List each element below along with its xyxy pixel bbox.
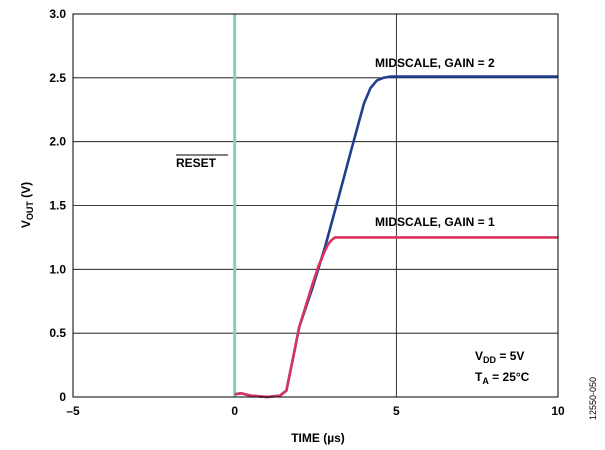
figure-id: 12550-050: [588, 377, 598, 420]
grid-lines: [72, 13, 559, 398]
y-tick-label: 0: [59, 390, 66, 404]
y-tick-label: 2.5: [49, 71, 66, 85]
y-axis-ticks: 0 0.5 1.0 1.5 2.0 2.5 3.0: [49, 7, 66, 404]
y-tick-label: 2.0: [49, 135, 66, 149]
annotation-ta: TA = 25°C: [475, 370, 530, 386]
x-tick-label: 0: [231, 404, 238, 418]
x-tick-label: –5: [66, 404, 80, 418]
annotation-vdd: VDD = 5V: [475, 349, 524, 365]
y-tick-label: 0.5: [49, 326, 66, 340]
plot-frame: [72, 13, 559, 398]
annotation-reset: RESET: [176, 156, 217, 170]
x-tick-label: 10: [551, 404, 565, 418]
y-tick-label: 1.5: [49, 199, 66, 213]
annotation-gain-2: MIDSCALE, GAIN = 2: [375, 56, 495, 70]
y-tick-label: 3.0: [49, 7, 66, 21]
y-tick-label: 1.0: [49, 262, 66, 276]
x-tick-label: 5: [393, 404, 400, 418]
annotation-gain-1: MIDSCALE, GAIN = 1: [375, 215, 495, 229]
x-axis-title: TIME (µs): [291, 431, 345, 445]
x-axis-ticks: –5 0 5 10: [66, 404, 565, 418]
y-axis-title: VOUT (V): [19, 182, 35, 228]
